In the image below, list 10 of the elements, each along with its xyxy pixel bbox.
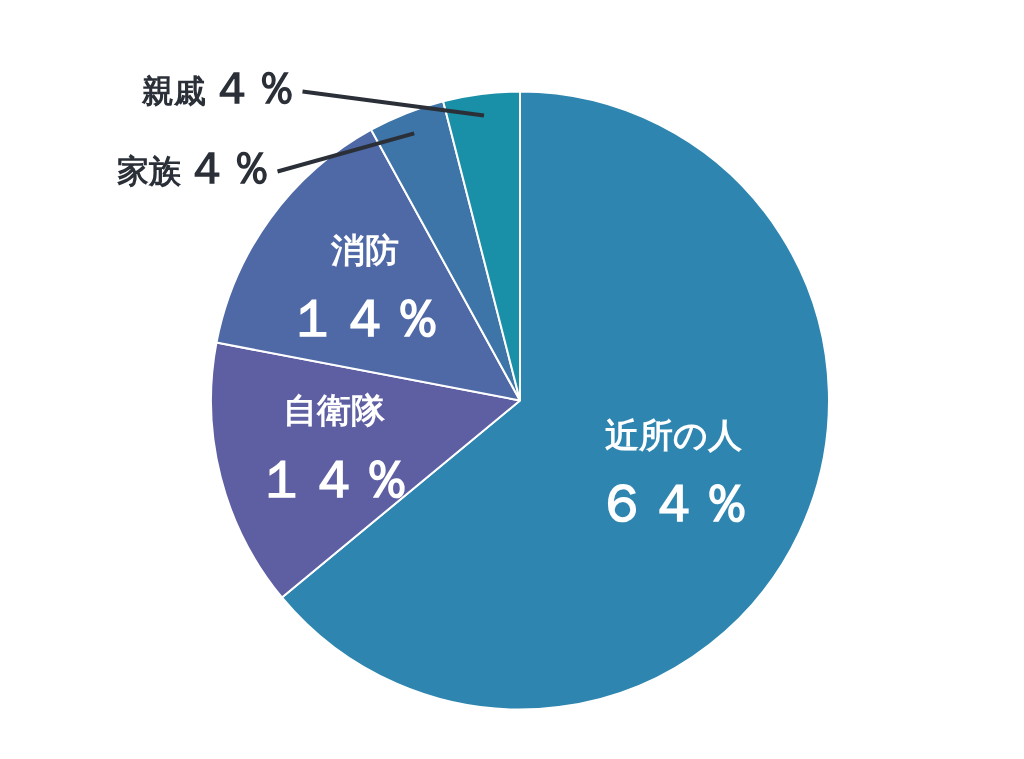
data-label: ４％	[209, 61, 298, 113]
slice-label: 近所の人	[605, 414, 744, 455]
data-label: ６４％	[595, 473, 752, 534]
slice-label: 自衛隊	[283, 389, 387, 430]
data-label: ４％	[184, 141, 273, 193]
slice-label: 消防	[330, 229, 400, 270]
slice-label: 親戚	[140, 71, 206, 110]
slice-label: 家族	[116, 151, 182, 190]
data-label: １４％	[256, 448, 413, 509]
data-label: １４％	[287, 288, 444, 349]
